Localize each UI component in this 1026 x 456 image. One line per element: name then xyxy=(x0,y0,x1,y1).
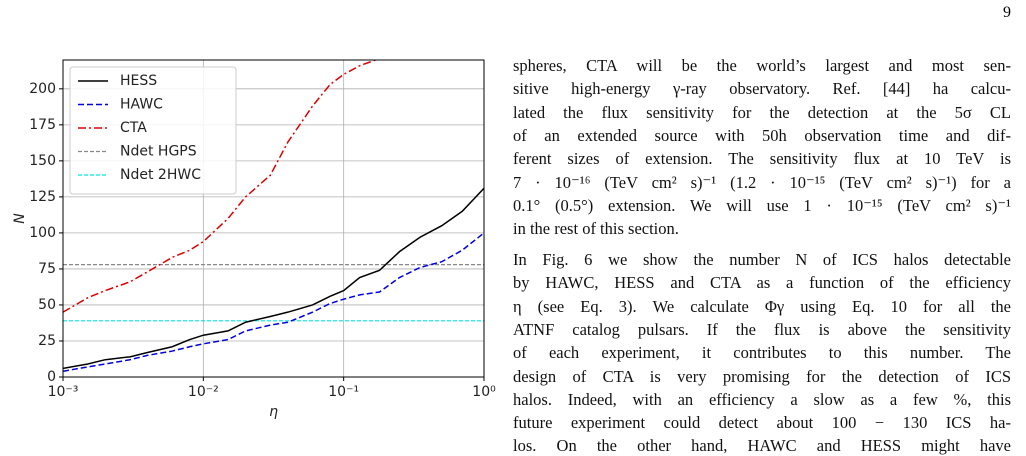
legend-box xyxy=(69,66,237,195)
text-line: of an extended source with 50h observati… xyxy=(513,125,1011,145)
text-line: by HAWC, HESS and CTA as a function of t… xyxy=(513,273,1011,293)
y-tick-label: 150 xyxy=(29,153,56,169)
x-axis-label: η xyxy=(269,404,278,420)
text-line: los. On the other hand, HAWC and HESS mi… xyxy=(513,436,1011,456)
text-line: future experiment could detect about 100… xyxy=(513,413,1011,433)
y-tick-label: 25 xyxy=(38,333,56,349)
text-line: 7 · 10⁻¹⁶ (TeV cm² s)⁻¹ (1.2 · 10⁻¹⁵ (Te… xyxy=(513,172,1011,192)
text-line: spheres, CTA will be the world’s largest… xyxy=(513,56,1011,75)
x-tick-label: 10⁻³ xyxy=(48,384,79,400)
x-tick-label: 10⁻¹ xyxy=(328,384,359,400)
page-number: 9 xyxy=(1003,4,1011,21)
text-line: 0.1° (0.5°) extension. We will use 1 · 1… xyxy=(513,195,1011,215)
series-line xyxy=(63,232,484,372)
plot-area xyxy=(63,60,484,372)
y-axis-label: N xyxy=(12,213,28,224)
y-tick-label: 200 xyxy=(29,81,56,97)
text-line: ferent sizes of extension. The sensitivi… xyxy=(513,149,1011,169)
text-line: In Fig. 6 we show the number N of ICS ha… xyxy=(513,250,1011,269)
chart: 0 25 50 75 100 125 150 175 200 10⁻³ 10⁻² 10⁻¹ 10⁰ η N H… xyxy=(12,59,496,420)
y-tick-label: 75 xyxy=(38,261,56,277)
text-line: ATNF catalog pulsars. If the flux is abo… xyxy=(513,319,1011,339)
y-tick-label: 50 xyxy=(38,297,56,313)
y-tick-label: 100 xyxy=(29,225,56,241)
text-line: halos. Indeed, with an efficiency a slow… xyxy=(513,389,1011,409)
text-line: of each experiment, it contributes to th… xyxy=(513,343,1011,363)
y-tick-label: 175 xyxy=(29,117,56,133)
y-tick-label: 125 xyxy=(29,189,56,205)
text-line: η (see Eq. 3). We calculate Φγ using Eq.… xyxy=(513,296,1011,316)
legend-label: Ndet HGPS xyxy=(120,144,197,160)
x-tick-label: 10⁰ xyxy=(472,384,496,400)
legend-label: HAWC xyxy=(120,97,163,113)
text-line: design of CTA is very promising for the … xyxy=(513,366,1011,386)
legend-label: Ndet 2HWC xyxy=(120,167,201,183)
plot-frame xyxy=(62,59,485,378)
series-line xyxy=(63,60,378,313)
x-tick-label: 10⁻² xyxy=(188,384,219,400)
legend-label: CTA xyxy=(120,120,147,136)
text-line: in the rest of this section. xyxy=(513,219,679,239)
legend-label: HESS xyxy=(120,73,157,89)
y-tick-label: 0 xyxy=(47,369,56,385)
text-line: sitive high-energy γ-ray observatory. Re… xyxy=(513,79,1011,99)
text-line: lated the flux sensitivity for the detec… xyxy=(513,102,1011,122)
series-line xyxy=(63,187,484,370)
